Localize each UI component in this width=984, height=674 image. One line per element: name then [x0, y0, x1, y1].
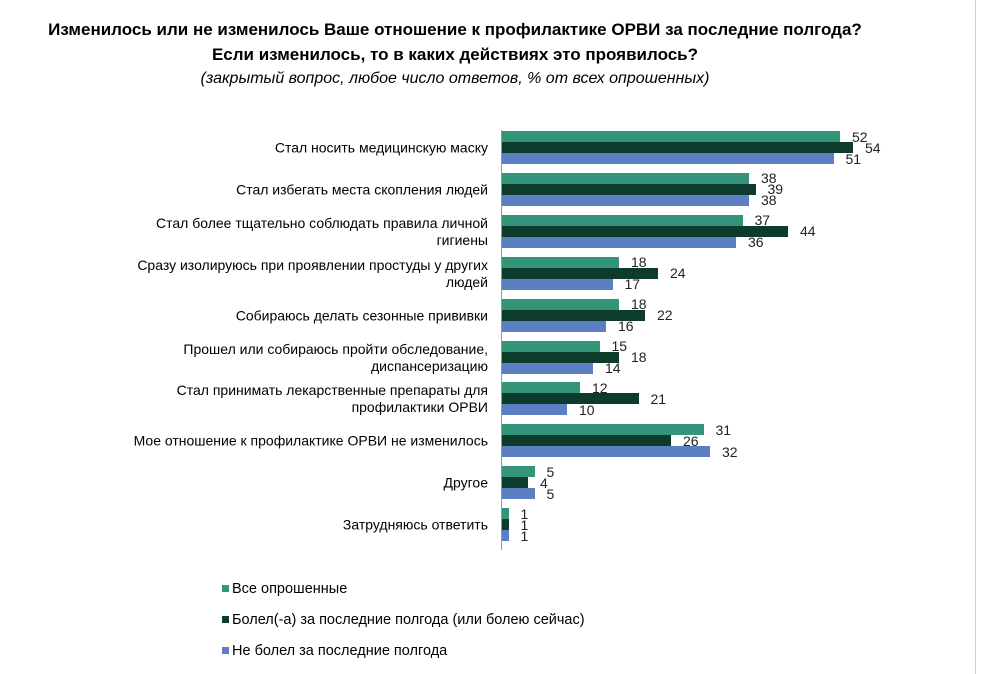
- bar: [502, 142, 853, 153]
- data-label: 1: [520, 527, 529, 544]
- category-label: Прошел или собираюсь пройти обследование…: [58, 341, 488, 375]
- data-label: 51: [845, 150, 862, 167]
- legend-swatch: [222, 616, 229, 623]
- category-axis: [501, 130, 502, 550]
- data-label: 18: [631, 349, 647, 365]
- data-label: 32: [722, 443, 738, 460]
- category-label-line: гигиены: [436, 231, 488, 248]
- legend-label: Не болел за последние полгода: [232, 643, 448, 659]
- bar: [502, 466, 535, 478]
- bar: [502, 183, 756, 195]
- data-label: 39: [767, 181, 784, 198]
- bar: [502, 298, 619, 310]
- category-label-line: Стал избегать места скопления людей: [236, 181, 488, 198]
- category-label-line: профилактики ОРВИ: [351, 399, 488, 416]
- category-label-line: Собираюсь делать сезонные прививки: [235, 307, 488, 324]
- bar: [502, 404, 567, 416]
- data-label: 12: [592, 379, 608, 396]
- bar: [502, 488, 535, 500]
- bar: [502, 382, 580, 394]
- category-label-line: Сразу изолируюсь при проявлении простуды…: [137, 256, 488, 273]
- category-label-line: Прошел или собираюсь пройти обследование…: [183, 340, 488, 357]
- bar: [502, 194, 749, 206]
- chart-title-line2: Если изменилось, то в каких действиях эт…: [211, 45, 699, 64]
- bar: [502, 320, 606, 332]
- data-label: 22: [657, 307, 673, 324]
- data-label: 4: [540, 474, 548, 491]
- bar: [502, 446, 710, 458]
- category-label: Стал принимать лекарственные препараты д…: [58, 382, 488, 416]
- legend-label: Болел(-а) за последние полгода (или боле…: [232, 612, 585, 628]
- data-label: 54: [865, 139, 881, 156]
- bar: [502, 508, 509, 520]
- data-label: 52: [852, 128, 868, 145]
- category-label-line: людей: [445, 273, 488, 290]
- frame-right-border: [975, 0, 976, 674]
- bar: [502, 530, 509, 542]
- category-label-line: диспансеризацию: [370, 357, 488, 374]
- bar: [502, 236, 736, 248]
- data-label: 5: [546, 485, 555, 502]
- data-label: 15: [611, 338, 628, 354]
- bar: [502, 351, 619, 363]
- data-label: 1: [520, 505, 529, 522]
- legend-swatch: [222, 585, 229, 592]
- data-label: 26: [683, 432, 699, 449]
- data-label: 36: [748, 234, 764, 251]
- data-label: 14: [605, 360, 621, 376]
- category-label-line: Стал более тщательно соблюдать правила л…: [155, 214, 488, 231]
- bar: [502, 393, 639, 405]
- legend-label: Все опрошенные: [232, 581, 348, 597]
- bar: [502, 172, 749, 184]
- data-label: 1: [520, 516, 529, 533]
- category-label: Стал избегать места скопления людей: [58, 181, 488, 198]
- data-label: 5: [546, 463, 555, 480]
- bar: [502, 519, 509, 531]
- legend-swatch: [222, 647, 229, 654]
- bar: [502, 362, 593, 374]
- data-label: 31: [715, 421, 732, 438]
- chart-subtitle: (закрытый вопрос, любое число ответов, %…: [200, 70, 710, 87]
- category-label: Мое отношение к профилактике ОРВИ не изм…: [58, 433, 488, 450]
- data-label: 24: [670, 265, 686, 282]
- legend-item: Не болел за последние полгода: [222, 641, 448, 661]
- bar: [502, 340, 600, 352]
- bar: [502, 225, 788, 237]
- data-label: 10: [579, 401, 595, 418]
- legend-item: Болел(-а) за последние полгода (или боле…: [222, 610, 585, 630]
- category-label: Затрудняюсь ответить: [58, 517, 488, 534]
- bar: [502, 309, 645, 321]
- bar: [502, 278, 613, 290]
- bar: [502, 153, 834, 164]
- category-label-line: Стал принимать лекарственные препараты д…: [176, 382, 488, 399]
- data-label: 38: [761, 170, 777, 187]
- category-label: Другое: [58, 475, 488, 492]
- bar: [502, 267, 658, 279]
- category-label-line: Стал носить медицинскую маску: [274, 139, 488, 156]
- data-label: 21: [650, 390, 667, 407]
- category-label: Стал носить медицинскую маску: [58, 140, 488, 157]
- category-label: Стал более тщательно соблюдать правила л…: [58, 215, 488, 249]
- bar: [502, 424, 704, 436]
- category-label-line: Другое: [443, 474, 488, 491]
- category-label: Сразу изолируюсь при проявлении простуды…: [58, 257, 488, 291]
- category-label-line: Затрудняюсь ответить: [342, 516, 488, 533]
- data-label: 18: [631, 254, 647, 271]
- bar: [502, 256, 619, 268]
- category-label-line: Мое отношение к профилактике ОРВИ не изм…: [133, 432, 488, 449]
- bar: [502, 131, 840, 142]
- chart-title: Изменилось или не изменилось Ваше отноше…: [48, 20, 862, 39]
- data-label: 37: [754, 212, 771, 229]
- bar: [502, 435, 671, 447]
- bar: [502, 214, 743, 226]
- data-label: 44: [800, 223, 816, 240]
- data-label: 17: [624, 276, 641, 293]
- data-label: 18: [631, 296, 647, 313]
- bar: [502, 477, 528, 489]
- legend-item: Все опрошенные: [222, 579, 348, 599]
- data-label: 16: [618, 318, 634, 335]
- category-label: Собираюсь делать сезонные прививки: [58, 307, 488, 324]
- data-label: 38: [761, 192, 777, 209]
